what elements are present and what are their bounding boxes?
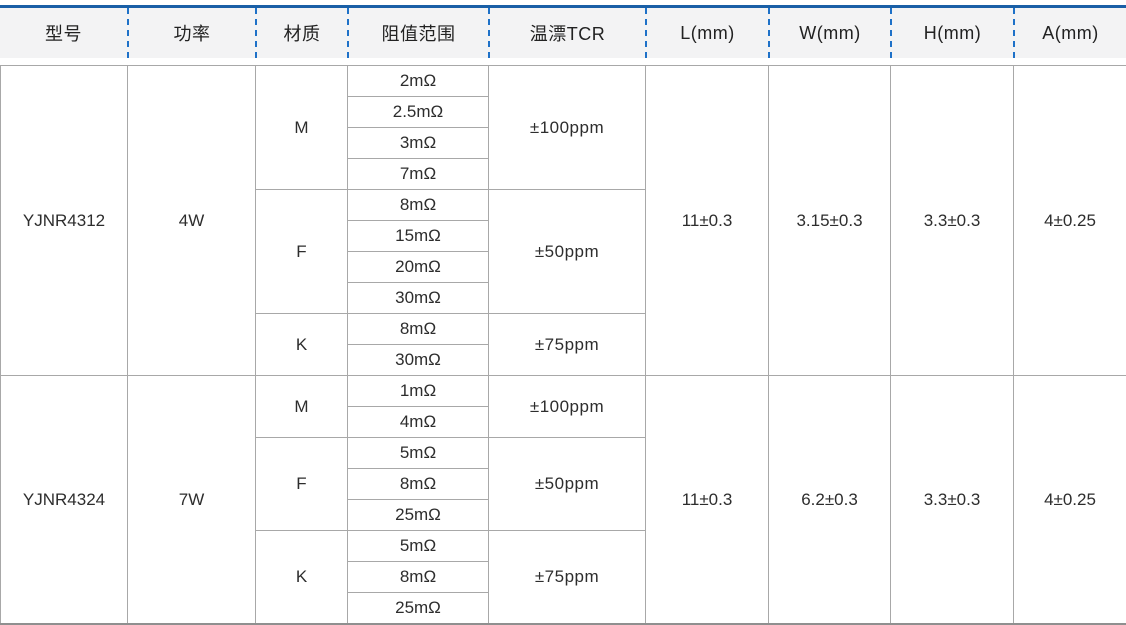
dim-l-cell: 11±0.3 <box>646 376 769 625</box>
tcr-cell: ±100ppm <box>489 376 646 438</box>
col-header-material: 材质 <box>255 8 347 58</box>
col-header-a: A(mm) <box>1013 8 1126 58</box>
material-cell: M <box>256 376 348 438</box>
resistance-cell: 30mΩ <box>348 283 489 314</box>
resistance-cell: 8mΩ <box>348 562 489 593</box>
resistance-cell: 15mΩ <box>348 221 489 252</box>
tcr-cell: ±75ppm <box>489 531 646 625</box>
material-cell: K <box>256 531 348 625</box>
resistance-cell: 25mΩ <box>348 500 489 531</box>
col-header-tcr: 温漂TCR <box>488 8 645 58</box>
resistance-cell: 2.5mΩ <box>348 97 489 128</box>
dim-l-cell: 11±0.3 <box>646 66 769 376</box>
tcr-cell: ±50ppm <box>489 190 646 314</box>
col-header-model: 型号 <box>0 8 127 58</box>
resistance-cell: 30mΩ <box>348 345 489 376</box>
dim-a-cell: 4±0.25 <box>1014 376 1126 625</box>
resistance-cell: 8mΩ <box>348 190 489 221</box>
table-row: YJNR4324 7W M 1mΩ ±100ppm 11±0.3 6.2±0.3… <box>1 376 1126 407</box>
tcr-cell: ±50ppm <box>489 438 646 531</box>
resistance-cell: 2mΩ <box>348 66 489 97</box>
dim-h-cell: 3.3±0.3 <box>891 376 1014 625</box>
resistance-cell: 4mΩ <box>348 407 489 438</box>
material-cell: F <box>256 190 348 314</box>
dim-h-cell: 3.3±0.3 <box>891 66 1014 376</box>
col-header-h: H(mm) <box>890 8 1013 58</box>
resistance-cell: 8mΩ <box>348 469 489 500</box>
tcr-cell: ±75ppm <box>489 314 646 376</box>
col-header-l: L(mm) <box>645 8 768 58</box>
resistance-cell: 3mΩ <box>348 128 489 159</box>
dim-w-cell: 6.2±0.3 <box>769 376 891 625</box>
table-row: YJNR4312 4W M 2mΩ ±100ppm 11±0.3 3.15±0.… <box>1 66 1126 97</box>
dim-w-cell: 3.15±0.3 <box>769 66 891 376</box>
material-cell: F <box>256 438 348 531</box>
material-cell: M <box>256 66 348 190</box>
dim-a-cell: 4±0.25 <box>1014 66 1126 376</box>
resistance-cell: 20mΩ <box>348 252 489 283</box>
table-header: 型号 功率 材质 阻值范围 温漂TCR L(mm) W(mm) H(mm) A(… <box>0 5 1126 58</box>
material-cell: K <box>256 314 348 376</box>
resistance-cell: 5mΩ <box>348 438 489 469</box>
col-header-resistance: 阻值范围 <box>347 8 488 58</box>
model-cell: YJNR4312 <box>1 66 128 376</box>
col-header-w: W(mm) <box>768 8 890 58</box>
power-cell: 4W <box>128 66 256 376</box>
resistance-cell: 8mΩ <box>348 314 489 345</box>
resistance-cell: 7mΩ <box>348 159 489 190</box>
resistance-cell: 1mΩ <box>348 376 489 407</box>
power-cell: 7W <box>128 376 256 625</box>
spec-table: YJNR4312 4W M 2mΩ ±100ppm 11±0.3 3.15±0.… <box>0 65 1126 625</box>
col-header-power: 功率 <box>127 8 255 58</box>
resistance-cell: 25mΩ <box>348 593 489 625</box>
resistance-cell: 5mΩ <box>348 531 489 562</box>
model-cell: YJNR4324 <box>1 376 128 625</box>
tcr-cell: ±100ppm <box>489 66 646 190</box>
